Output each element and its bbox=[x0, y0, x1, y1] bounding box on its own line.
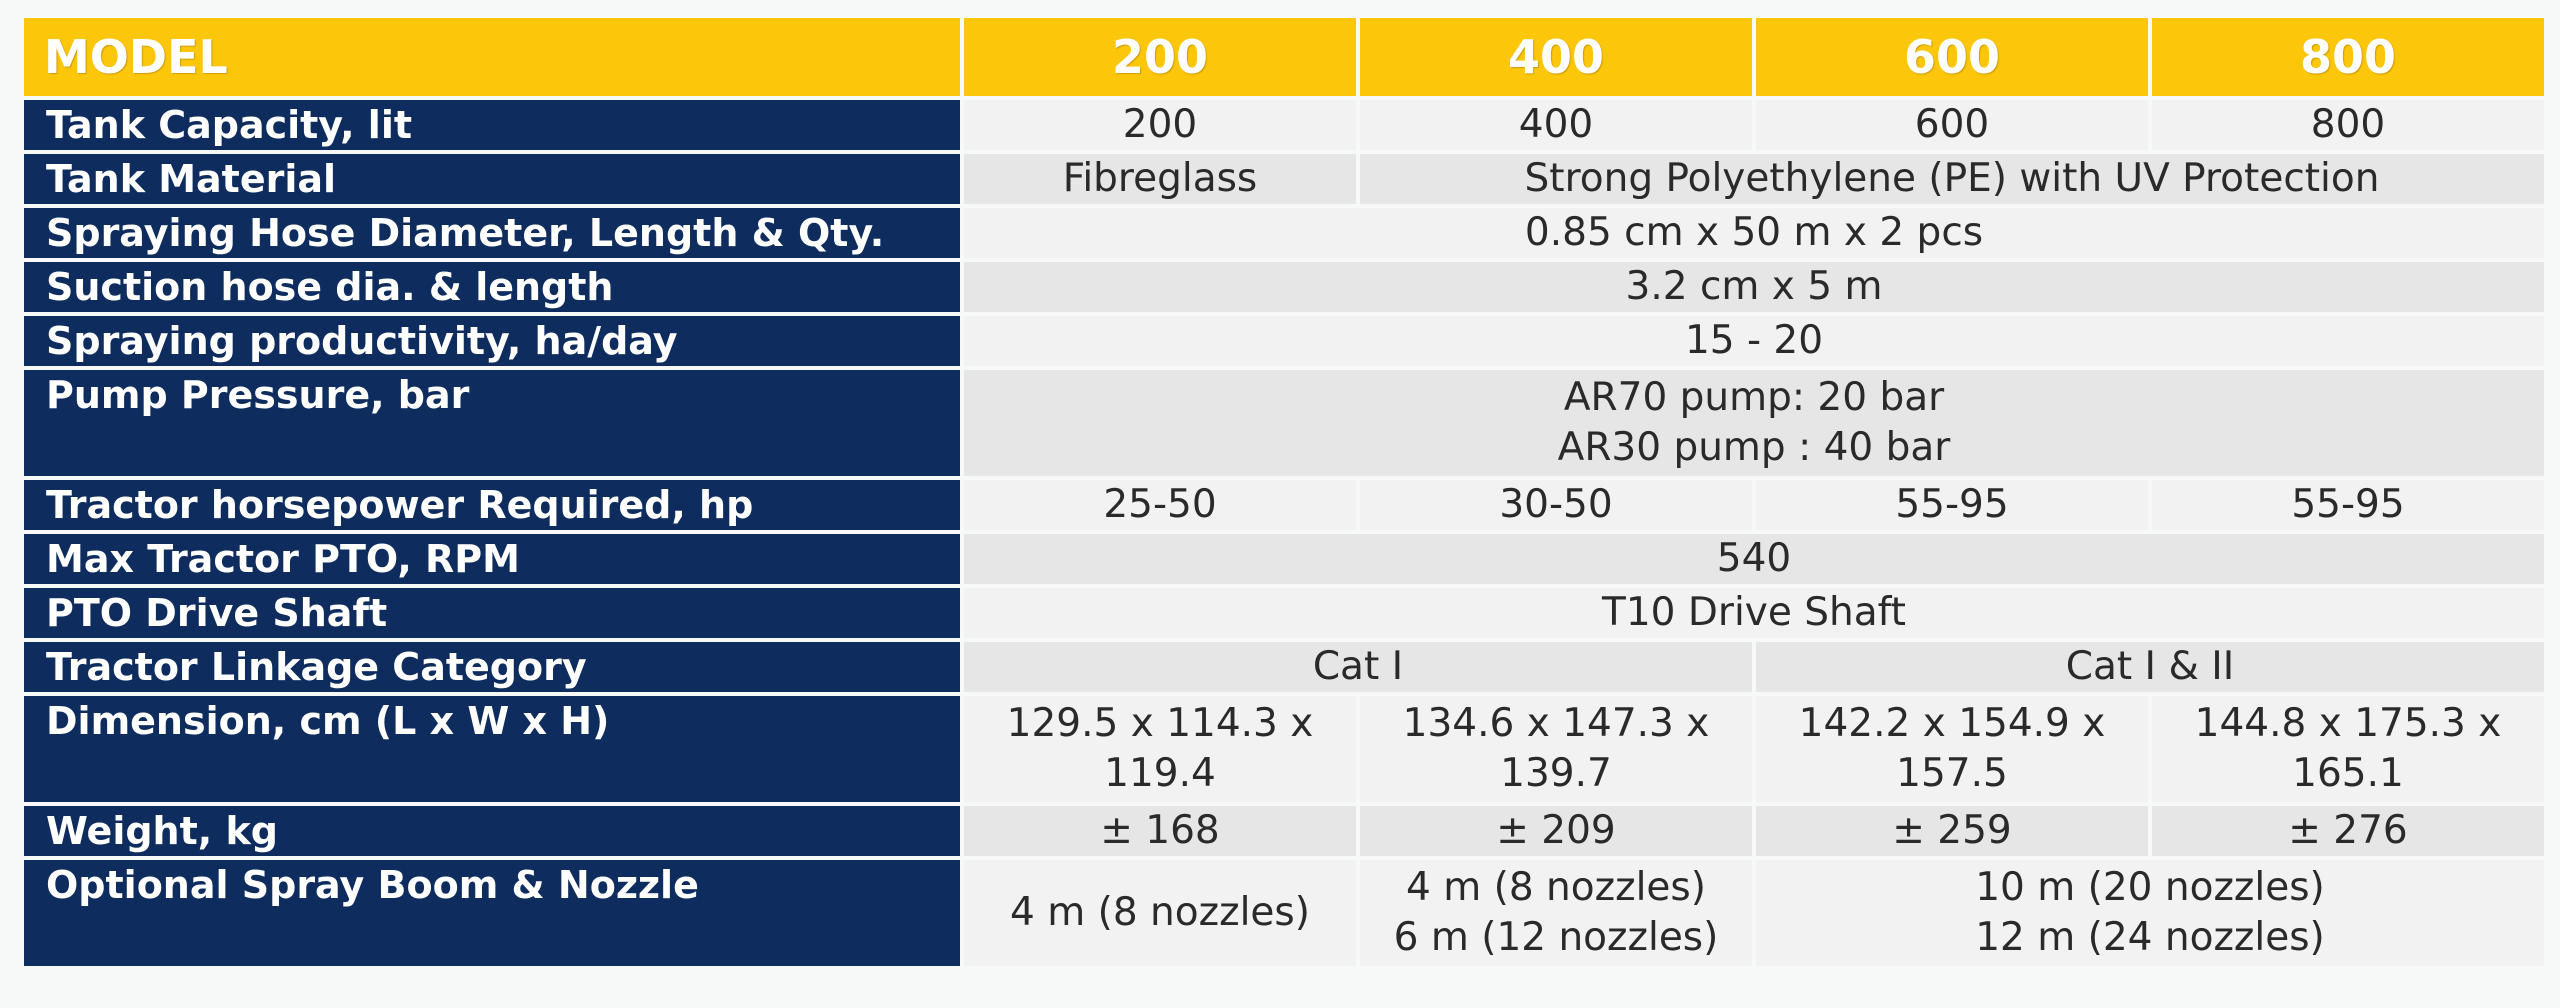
suction-hose-value: 3.2 cm x 5 m bbox=[964, 262, 2544, 312]
model-header: MODEL bbox=[24, 18, 960, 96]
table-row: Tractor Linkage Category Cat I Cat I & I… bbox=[24, 642, 2544, 692]
dimension-200-line1: 129.5 x 114.3 x bbox=[1006, 701, 1314, 746]
tank-material-400-800: Strong Polyethylene (PE) with UV Protect… bbox=[1360, 154, 2544, 204]
row-label-pto-rpm: Max Tractor PTO, RPM bbox=[24, 534, 960, 584]
spray-boom-400-line1: 4 m (8 nozzles) bbox=[1406, 865, 1706, 910]
row-label-tank-material: Tank Material bbox=[24, 154, 960, 204]
table-row: Weight, kg ± 168 ± 209 ± 259 ± 276 bbox=[24, 806, 2544, 856]
dimension-800: 144.8 x 175.3 x 165.1 bbox=[2152, 696, 2544, 802]
dimension-800-line1: 144.8 x 175.3 x bbox=[2194, 701, 2502, 746]
tank-capacity-400: 400 bbox=[1360, 100, 1752, 150]
table-row: Max Tractor PTO, RPM 540 bbox=[24, 534, 2544, 584]
pto-rpm-value: 540 bbox=[964, 534, 2544, 584]
weight-800: ± 276 bbox=[2152, 806, 2544, 856]
table-row: Optional Spray Boom & Nozzle 4 m (8 nozz… bbox=[24, 860, 2544, 966]
dimension-200: 129.5 x 114.3 x 119.4 bbox=[964, 696, 1356, 802]
spray-boom-400: 4 m (8 nozzles) 6 m (12 nozzles) bbox=[1360, 860, 1752, 966]
horsepower-600: 55-95 bbox=[1756, 480, 2148, 530]
spray-boom-400-line2: 6 m (12 nozzles) bbox=[1393, 915, 1719, 960]
weight-200: ± 168 bbox=[964, 806, 1356, 856]
spray-boom-600-800: 10 m (20 nozzles) 12 m (24 nozzles) bbox=[1756, 860, 2544, 966]
dimension-800-line2: 165.1 bbox=[2292, 751, 2404, 796]
spray-boom-200: 4 m (8 nozzles) bbox=[964, 860, 1356, 966]
productivity-value: 15 - 20 bbox=[964, 316, 2544, 366]
model-200-header: 200 bbox=[964, 18, 1356, 96]
model-400-header: 400 bbox=[1360, 18, 1752, 96]
table-row: Tank Material Fibreglass Strong Polyethy… bbox=[24, 154, 2544, 204]
linkage-200-400: Cat I bbox=[964, 642, 1752, 692]
tank-capacity-200: 200 bbox=[964, 100, 1356, 150]
dimension-600-line1: 142.2 x 154.9 x bbox=[1798, 701, 2106, 746]
table-row: PTO Drive Shaft T10 Drive Shaft bbox=[24, 588, 2544, 638]
dimension-400: 134.6 x 147.3 x 139.7 bbox=[1360, 696, 1752, 802]
sprayer-spec-table: MODEL 200 400 600 800 Tank Capacity, lit… bbox=[20, 14, 2548, 970]
header-row: MODEL 200 400 600 800 bbox=[24, 18, 2544, 96]
weight-400: ± 209 bbox=[1360, 806, 1752, 856]
table-row: Spraying productivity, ha/day 15 - 20 bbox=[24, 316, 2544, 366]
dimension-200-line2: 119.4 bbox=[1104, 751, 1216, 796]
table-row: Dimension, cm (L x W x H) 129.5 x 114.3 … bbox=[24, 696, 2544, 802]
dimension-600-line2: 157.5 bbox=[1896, 751, 2008, 796]
table-row: Spraying Hose Diameter, Length & Qty. 0.… bbox=[24, 208, 2544, 258]
spraying-hose-value: 0.85 cm x 50 m x 2 pcs bbox=[964, 208, 2544, 258]
dimension-400-line1: 134.6 x 147.3 x bbox=[1402, 701, 1710, 746]
row-label-spray-boom: Optional Spray Boom & Nozzle bbox=[24, 860, 960, 966]
row-label-productivity: Spraying productivity, ha/day bbox=[24, 316, 960, 366]
tank-capacity-600: 600 bbox=[1756, 100, 2148, 150]
drive-shaft-value: T10 Drive Shaft bbox=[964, 588, 2544, 638]
pump-pressure-ar30: AR30 pump : 40 bar bbox=[1557, 425, 1951, 470]
row-label-suction-hose: Suction hose dia. & length bbox=[24, 262, 960, 312]
row-label-linkage: Tractor Linkage Category bbox=[24, 642, 960, 692]
table-row: Tractor horsepower Required, hp 25-50 30… bbox=[24, 480, 2544, 530]
row-label-weight: Weight, kg bbox=[24, 806, 960, 856]
dimension-600: 142.2 x 154.9 x 157.5 bbox=[1756, 696, 2148, 802]
row-label-spraying-hose: Spraying Hose Diameter, Length & Qty. bbox=[24, 208, 960, 258]
table-row: Pump Pressure, bar AR70 pump: 20 bar AR3… bbox=[24, 370, 2544, 476]
weight-600: ± 259 bbox=[1756, 806, 2148, 856]
model-800-header: 800 bbox=[2152, 18, 2544, 96]
dimension-400-line2: 139.7 bbox=[1500, 751, 1612, 796]
row-label-drive-shaft: PTO Drive Shaft bbox=[24, 588, 960, 638]
row-label-dimension: Dimension, cm (L x W x H) bbox=[24, 696, 960, 802]
row-label-tank-capacity: Tank Capacity, lit bbox=[24, 100, 960, 150]
table-row: Suction hose dia. & length 3.2 cm x 5 m bbox=[24, 262, 2544, 312]
pump-pressure-value: AR70 pump: 20 bar AR30 pump : 40 bar bbox=[964, 370, 2544, 476]
row-label-horsepower: Tractor horsepower Required, hp bbox=[24, 480, 960, 530]
linkage-600-800: Cat I & II bbox=[1756, 642, 2544, 692]
pump-pressure-ar70: AR70 pump: 20 bar bbox=[1563, 375, 1945, 420]
spray-boom-600-800-line1: 10 m (20 nozzles) bbox=[1975, 865, 2325, 910]
horsepower-200: 25-50 bbox=[964, 480, 1356, 530]
spray-boom-600-800-line2: 12 m (24 nozzles) bbox=[1975, 915, 2325, 960]
horsepower-800: 55-95 bbox=[2152, 480, 2544, 530]
tank-material-200: Fibreglass bbox=[964, 154, 1356, 204]
horsepower-400: 30-50 bbox=[1360, 480, 1752, 530]
table-row: Tank Capacity, lit 200 400 600 800 bbox=[24, 100, 2544, 150]
model-600-header: 600 bbox=[1756, 18, 2148, 96]
tank-capacity-800: 800 bbox=[2152, 100, 2544, 150]
row-label-pump-pressure: Pump Pressure, bar bbox=[24, 370, 960, 476]
